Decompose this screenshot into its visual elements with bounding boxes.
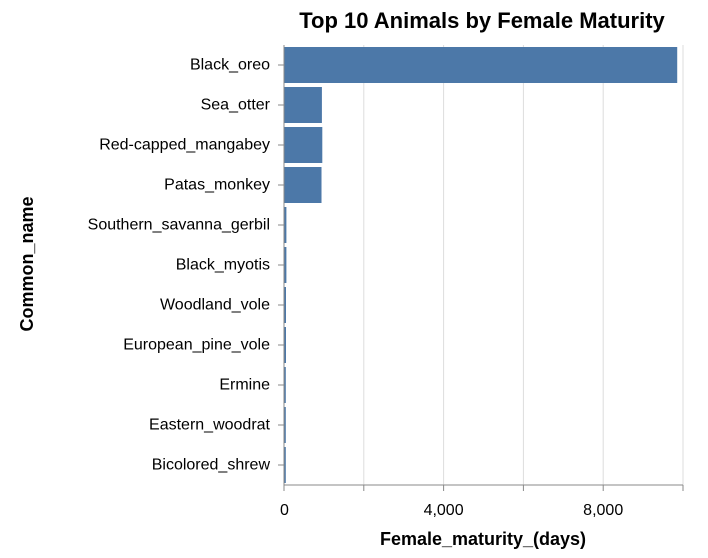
y-tick-label-7: European_pine_vole [123,337,270,354]
bar-2 [284,127,323,163]
y-tick-label-10: Bicolored_shrew [152,457,271,474]
bar-6 [284,287,286,323]
x-tick-label-0: 0 [280,502,289,519]
x-tick-label-4: 8,000 [583,502,623,519]
bar-0 [284,47,678,83]
y-axis-title: Common_name [17,196,37,331]
y-tick-label-9: Eastern_woodrat [149,417,271,434]
bar-4 [284,207,287,243]
bar-5 [284,247,287,283]
x-axis: 0 4,000 8,000 [280,484,684,519]
bar-10 [284,447,286,483]
bar-9 [284,407,286,443]
y-tick-label-0: Black_oreo [190,57,270,74]
y-tick-label-6: Woodland_vole [160,297,270,314]
bars [284,47,678,483]
bar-8 [284,367,286,403]
grid-lines [283,45,684,485]
y-tick-label-2: Red-capped_mangabey [99,137,270,154]
y-tick-label-5: Black_myotis [176,257,270,274]
y-axis: Black_oreo Sea_otter Red-capped_mangabey Pa… [88,45,285,485]
bar-3 [284,167,322,203]
y-tick-label-8: Ermine [219,377,270,394]
x-tick-label-2: 4,000 [424,502,464,519]
bar-1 [284,87,322,123]
y-tick-label-3: Patas_monkey [164,177,270,194]
y-tick-label-1: Sea_otter [201,97,271,114]
x-axis-title: Female_maturity_(days) [380,529,586,549]
y-tick-label-4: Southern_savanna_gerbil [88,217,270,234]
chart-title: Top 10 Animals by Female Maturity [299,8,665,33]
bar-7 [284,327,286,363]
